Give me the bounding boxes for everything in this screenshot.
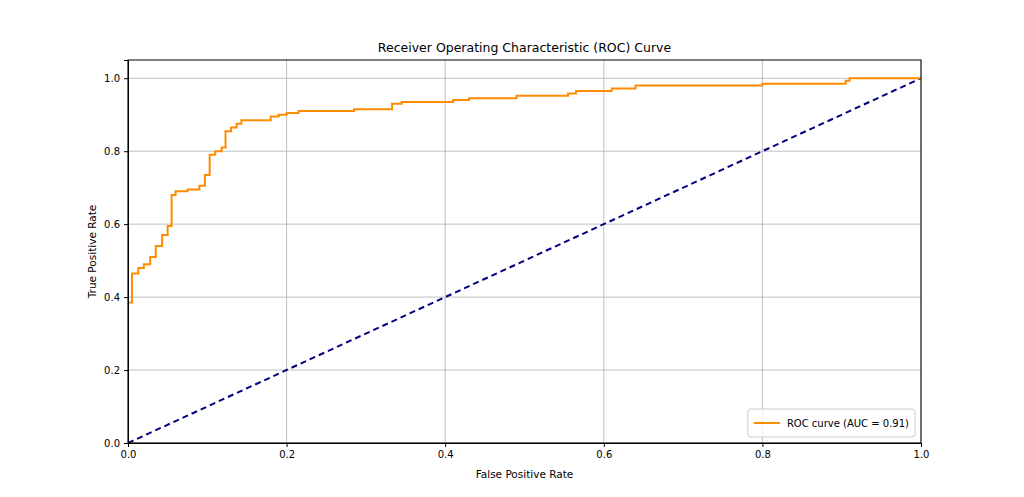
tick: 1.0 [104,73,128,84]
tick: 0.4 [438,443,454,460]
y-axis: 0.0 0.2 0.4 0.6 0.8 1.0 [104,61,128,449]
title: Receiver Operating Characteristic (ROC) … [378,40,672,55]
tick-mark [445,443,446,447]
reference-line [128,78,921,443]
tick-label: 0.4 [104,292,120,303]
grid-line [128,224,921,225]
grid-line [128,151,921,152]
y-axis-title: True Positive Rate [86,205,98,300]
tick-label: 0.0 [121,449,137,460]
tick-label: 0.0 [104,438,120,449]
legend: ROC curve (AUC = 0.91) [748,409,915,437]
grid-line [286,60,287,443]
tick-label: 0.8 [755,449,771,460]
tick: 0.2 [279,443,295,460]
tick-label: 1.0 [104,73,120,84]
grid [128,60,921,443]
grid-line [762,60,763,443]
plot-frame [128,60,921,443]
tick: 1.0 [914,443,930,460]
tick-label: 0.2 [279,449,295,460]
tick: 0.0 [121,443,137,460]
tick-mark [921,443,922,447]
tick-mark [124,443,128,444]
tick-label: 0.4 [438,449,454,460]
tick-label: 0.2 [104,365,120,376]
legend-box [748,409,915,437]
tick-label: 1.0 [914,449,930,460]
tick-mark [604,443,605,447]
plot: 0.0 0.2 0.4 0.6 0.8 1.0 0.0 0.2 0.4 0.6 0.8 1.0 ROC … [104,60,929,460]
tick-label: 0.8 [104,146,120,157]
tick-mark [762,443,763,447]
roc-curve [128,78,921,443]
tick: 0.6 [596,443,612,460]
tick: 0.8 [104,146,128,157]
x-axis-title: False Positive Rate [476,468,574,480]
grid-line [128,78,921,79]
grid-line [128,297,921,298]
series-group [128,78,921,443]
grid-line [603,60,604,443]
tick-label: 0.6 [596,449,612,460]
tick: 0.6 [104,219,128,230]
tick-mark [124,297,128,298]
grid-line [128,370,921,371]
legend-swatch [754,422,780,424]
legend-label: ROC curve (AUC = 0.91) [787,418,909,429]
x-axis: 0.0 0.2 0.4 0.6 0.8 1.0 [121,443,930,460]
tick-mark [124,78,128,79]
tick: 0.2 [104,365,128,376]
tick: 0.8 [755,443,771,460]
chart: 0.0 0.2 0.4 0.6 0.8 1.0 0.0 0.2 0.4 0.6 0.8 1.0 ROC … [0,0,1024,497]
tick-mark [124,151,128,152]
tick: 0.0 [104,438,128,449]
tick-mark [124,370,128,371]
tick-mark [124,224,128,225]
tick: 0.4 [104,292,128,303]
tick-label: 0.6 [104,219,120,230]
axis-line [129,444,922,448]
tick-mark [287,443,288,447]
grid-line [445,60,446,443]
